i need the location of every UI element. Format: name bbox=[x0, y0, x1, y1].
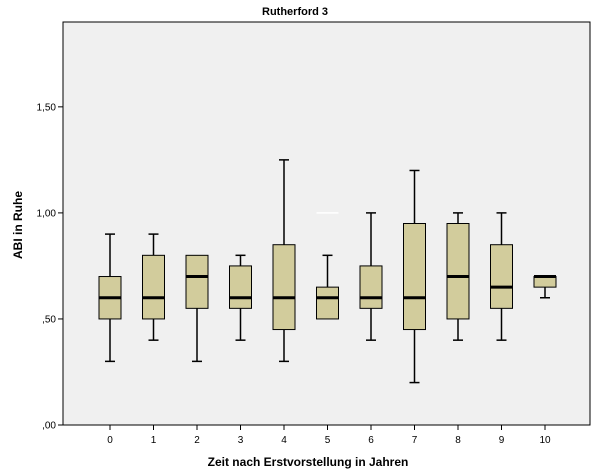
x-axis-label: Zeit nach Erstvorstellung in Jahren bbox=[208, 455, 409, 469]
box-9 bbox=[490, 212, 513, 341]
box-iqr bbox=[142, 254, 165, 320]
y-tick-label: 1,00 bbox=[37, 208, 57, 219]
box-7 bbox=[403, 169, 426, 384]
x-tick-label: 0 bbox=[107, 435, 113, 446]
box-2 bbox=[185, 254, 209, 363]
x-tick-label: 9 bbox=[499, 435, 505, 446]
y-axis-label: ABI in Ruhe bbox=[11, 191, 25, 259]
x-tick-label: 5 bbox=[325, 435, 331, 446]
x-tick-label: 3 bbox=[238, 435, 244, 446]
box-iqr bbox=[272, 244, 296, 331]
box-iqr bbox=[229, 265, 252, 309]
box-0 bbox=[98, 233, 122, 363]
x-tick-label: 10 bbox=[539, 435, 551, 446]
plot-area bbox=[62, 21, 591, 426]
box-1 bbox=[142, 233, 165, 341]
box-8 bbox=[446, 212, 470, 341]
y-tick-label: 1,50 bbox=[37, 102, 57, 113]
box-iqr bbox=[446, 223, 470, 320]
box-iqr bbox=[403, 223, 426, 331]
x-tick-label: 7 bbox=[412, 435, 418, 446]
box-iqr bbox=[533, 276, 557, 288]
x-tick-label: 4 bbox=[281, 435, 287, 446]
x-tick-label: 1 bbox=[151, 435, 157, 446]
box-iqr bbox=[185, 254, 209, 309]
box-iqr bbox=[490, 244, 513, 309]
x-tick-label: 2 bbox=[194, 435, 200, 446]
box-4 bbox=[272, 159, 296, 363]
box-5 bbox=[316, 212, 339, 320]
y-axis: ,00 ,50 1,00 1,50 bbox=[37, 102, 63, 432]
x-tick-label: 8 bbox=[455, 435, 461, 446]
box-10 bbox=[533, 275, 557, 299]
box-3 bbox=[229, 254, 252, 341]
box-6 bbox=[359, 212, 383, 341]
y-tick-label: ,00 bbox=[42, 421, 56, 432]
x-axis: 0 1 2 3 4 5 6 7 8 9 10 bbox=[107, 425, 551, 446]
box-iqr bbox=[316, 286, 339, 320]
chart-title: Rutherford 3 bbox=[262, 6, 328, 18]
boxes-group bbox=[98, 159, 557, 384]
box-iqr bbox=[359, 265, 383, 309]
y-tick-label: ,50 bbox=[42, 314, 56, 325]
x-tick-label: 6 bbox=[368, 435, 374, 446]
